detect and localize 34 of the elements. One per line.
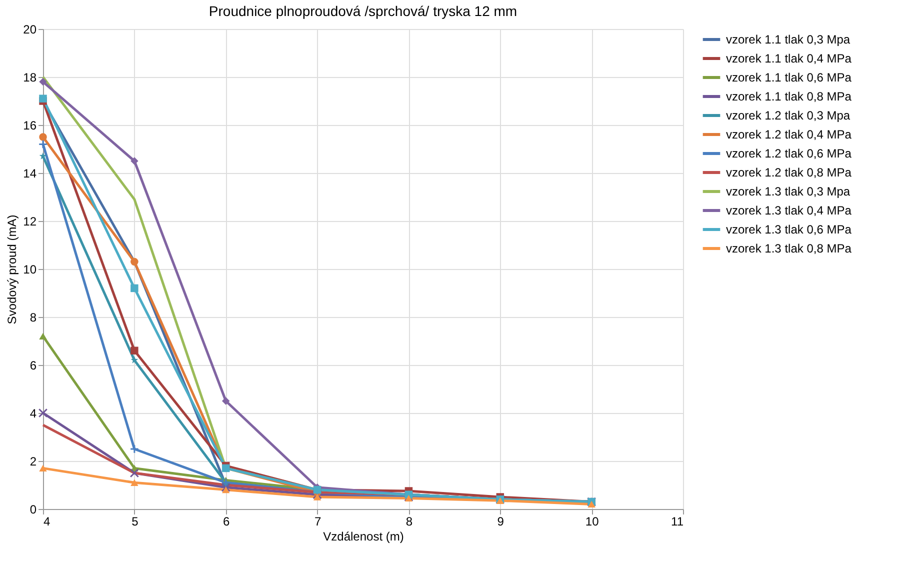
legend-label: vzorek 1.3 tlak 0,3 Mpa xyxy=(726,184,850,198)
x-tick-label: 4 xyxy=(44,514,50,528)
y-tick-label: 2 xyxy=(30,454,37,468)
x-tick-label: 7 xyxy=(314,514,322,528)
x-tick-label: 10 xyxy=(585,514,600,528)
y-tick-label: 18 xyxy=(23,70,37,84)
y-tick-label: 10 xyxy=(23,262,37,276)
y-tick-label: 0 xyxy=(30,502,37,516)
x-tick-label: 6 xyxy=(223,514,230,528)
x-tick-label: 8 xyxy=(406,514,413,528)
x-tick-label: 11 xyxy=(671,514,684,528)
x-tick-label: 9 xyxy=(497,514,504,528)
y-tick-label: 14 xyxy=(23,166,37,180)
x-axis-title: Vzdálenost (m) xyxy=(323,530,404,544)
legend-label: vzorek 1.3 tlak 0,4 MPa xyxy=(726,204,852,218)
legend-label: vzorek 1.2 tlak 0,6 MPa xyxy=(726,146,852,160)
legend-label: vzorek 1.1 tlak 0,3 Mpa xyxy=(726,32,850,46)
y-axis-title: Svodový proud (mA) xyxy=(5,214,20,324)
legend-label: vzorek 1.3 tlak 0,6 MPa xyxy=(726,222,852,236)
y-tick-label: 20 xyxy=(23,22,37,36)
legend-label: vzorek 1.1 tlak 0,4 MPa xyxy=(726,52,852,66)
y-tick-label: 6 xyxy=(30,358,37,372)
legend-label: vzorek 1.3 tlak 0,8 MPa xyxy=(726,242,852,256)
chart-title: Proudnice plnoproudová /sprchová/ tryska 12 mm xyxy=(208,3,518,19)
y-tick-label: 16 xyxy=(23,118,37,132)
legend-label: vzorek 1.1 tlak 0,8 MPa xyxy=(726,90,852,104)
legend-label: vzorek 1.2 tlak 0,3 Mpa xyxy=(726,108,850,122)
legend-label: vzorek 1.2 tlak 0,4 MPa xyxy=(726,128,852,142)
y-tick-label: 4 xyxy=(30,406,37,420)
x-tick-label: 5 xyxy=(132,514,139,528)
legend-label: vzorek 1.2 tlak 0,8 MPa xyxy=(726,166,852,180)
legend-label: vzorek 1.1 tlak 0,6 MPa xyxy=(726,70,852,84)
y-tick-label: 12 xyxy=(23,214,37,228)
y-tick-label: 8 xyxy=(30,310,37,324)
